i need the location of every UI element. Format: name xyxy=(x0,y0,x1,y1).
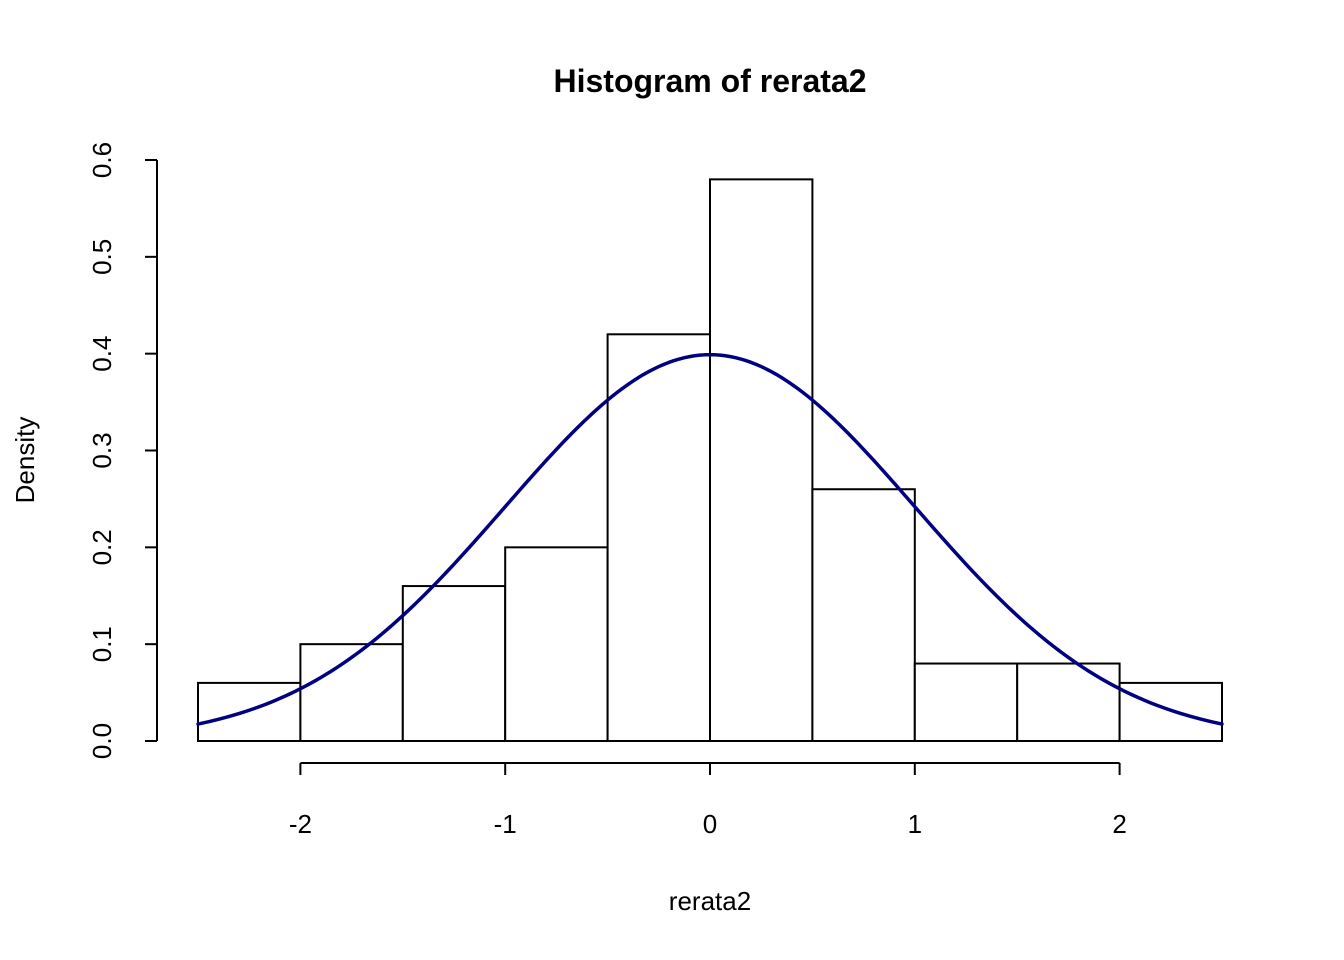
y-tick-label: 0.3 xyxy=(87,432,117,468)
y-axis-label: Density xyxy=(10,417,40,504)
y-tick-label: 0.4 xyxy=(87,336,117,372)
x-tick-label: 2 xyxy=(1112,809,1126,839)
y-tick-label: 0.1 xyxy=(87,626,117,662)
histogram-bar-7 xyxy=(811,488,916,742)
x-axis-label: rerata2 xyxy=(669,886,751,916)
x-axis: -2 -1 0 1 2 xyxy=(289,762,1127,839)
histogram-bar-6 xyxy=(709,178,814,743)
x-tick-label: 0 xyxy=(703,809,717,839)
y-tick-label: 0.6 xyxy=(87,142,117,178)
histogram-bar-4 xyxy=(504,546,609,742)
histogram-bar-8 xyxy=(913,662,1019,742)
histogram-bar-2 xyxy=(299,643,404,743)
histogram-bars xyxy=(197,178,1223,743)
histogram-bar-9 xyxy=(1016,662,1121,742)
histogram-bar-5 xyxy=(606,333,711,742)
y-axis: 0.0 0.1 0.2 0.3 0.4 0.5 0.6 xyxy=(87,142,158,759)
y-tick-label: 0.0 xyxy=(87,723,117,759)
y-tick-label: 0.5 xyxy=(87,239,117,275)
chart-title: Histogram of rerata2 xyxy=(554,63,867,99)
y-tick-label: 0.2 xyxy=(87,529,117,565)
normal-density-curve xyxy=(196,352,1224,726)
x-tick-label: -1 xyxy=(494,809,517,839)
histogram-bar-3 xyxy=(401,585,507,742)
x-tick-label: -2 xyxy=(289,809,312,839)
x-tick-label: 1 xyxy=(908,809,922,839)
